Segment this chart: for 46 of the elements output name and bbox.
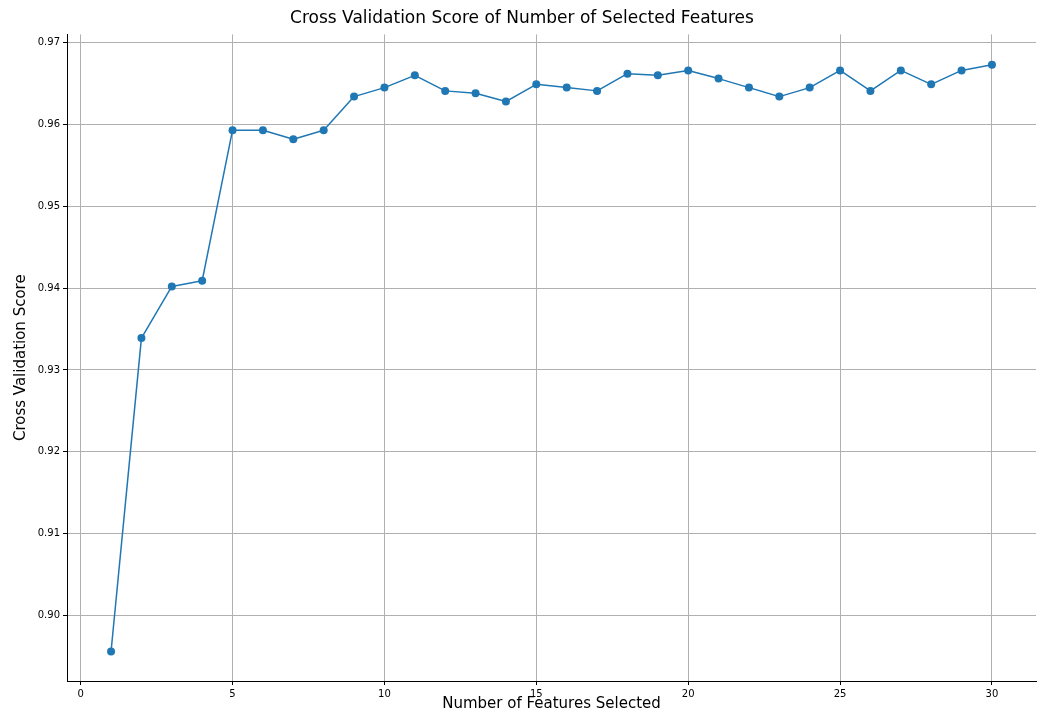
point <box>532 80 541 89</box>
point <box>562 83 571 92</box>
point <box>653 71 662 80</box>
point <box>198 276 207 285</box>
point <box>258 126 267 135</box>
x-tick-label: 5 <box>229 687 236 699</box>
y-tick-label: 0.91 <box>37 527 60 539</box>
y-tick-label: 0.93 <box>37 363 60 375</box>
point <box>410 71 419 80</box>
chart-title: Cross Validation Score of Number of Selected Features <box>290 6 755 27</box>
point <box>319 126 328 135</box>
point <box>350 92 359 101</box>
point <box>501 97 510 106</box>
x-tick-label: 0 <box>77 687 84 699</box>
point <box>137 334 146 343</box>
x-tick-label: 10 <box>378 687 391 699</box>
point <box>987 60 996 69</box>
point <box>836 66 845 75</box>
y-axis-title: Cross Validation Score <box>10 274 29 442</box>
y-tick-label: 0.97 <box>37 36 60 48</box>
point <box>684 66 693 75</box>
point <box>714 74 723 83</box>
point <box>744 83 753 92</box>
point <box>380 83 389 92</box>
y-tick-label: 0.95 <box>37 199 60 211</box>
x-tick-label: 25 <box>833 687 847 699</box>
point <box>866 86 875 95</box>
point <box>805 83 814 92</box>
y-tick-label: 0.90 <box>37 609 60 621</box>
y-tick-label: 0.96 <box>37 118 60 130</box>
point <box>896 66 905 75</box>
x-tick-label: 20 <box>681 687 695 699</box>
point <box>927 80 936 89</box>
x-tick-label: 30 <box>985 687 999 699</box>
point <box>289 135 298 144</box>
y-tick-label: 0.94 <box>37 281 60 293</box>
y-tick-label: 0.92 <box>37 445 60 457</box>
point <box>107 647 116 656</box>
point <box>441 86 450 95</box>
point <box>623 69 632 78</box>
point <box>957 66 966 75</box>
point <box>593 86 602 95</box>
point <box>167 282 176 291</box>
point <box>228 126 237 135</box>
point <box>471 89 480 98</box>
point <box>775 92 784 101</box>
